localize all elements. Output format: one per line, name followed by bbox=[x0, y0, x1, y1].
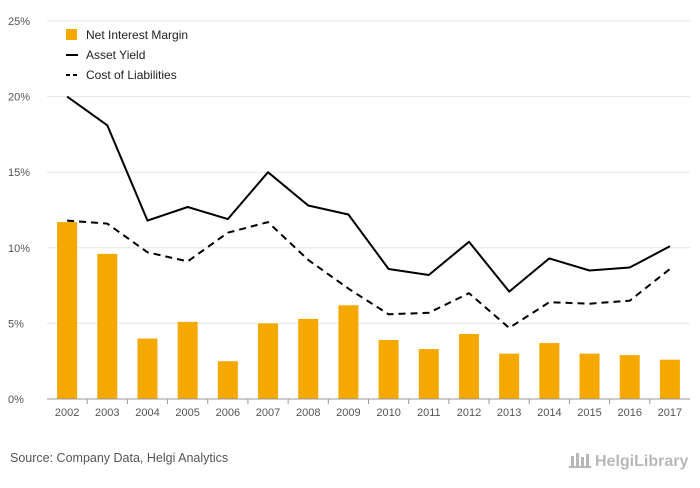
helgi-library-logo: HelgiLibrary bbox=[569, 453, 688, 470]
bar-net-interest-margin bbox=[499, 353, 520, 399]
x-tick-label: 2003 bbox=[95, 407, 119, 419]
x-tick-label: 2011 bbox=[417, 407, 441, 419]
y-tick-label: 5% bbox=[8, 318, 24, 330]
bar-net-interest-margin bbox=[418, 349, 439, 399]
x-tick-label: 2010 bbox=[376, 407, 400, 419]
x-tick-label: 2007 bbox=[256, 407, 280, 419]
legend-label-asset-yield: Asset Yield bbox=[86, 48, 145, 62]
x-tick-label: 2005 bbox=[175, 407, 199, 419]
bar-net-interest-margin bbox=[619, 355, 640, 399]
y-tick-label: 25% bbox=[8, 16, 30, 28]
logo-icon bbox=[569, 453, 591, 468]
y-tick-label: 0% bbox=[8, 394, 24, 406]
x-tick-label: 2009 bbox=[336, 407, 360, 419]
bar-net-interest-margin bbox=[338, 305, 359, 399]
bar-net-interest-margin bbox=[659, 359, 680, 399]
axes bbox=[47, 398, 690, 404]
y-tick-labels: 0% 5% 10% 15% 20% 25% bbox=[8, 16, 30, 406]
x-tick-label: 2012 bbox=[457, 407, 481, 419]
y-tick-label: 10% bbox=[8, 243, 30, 255]
x-tick-label: 2002 bbox=[55, 407, 79, 419]
x-tick-label: 2014 bbox=[537, 407, 561, 419]
legend-label-cost-of-liabilities: Cost of Liabilities bbox=[86, 68, 177, 82]
gridlines bbox=[47, 20, 690, 324]
bar-net-interest-margin bbox=[458, 333, 479, 399]
bar-net-interest-margin bbox=[57, 222, 78, 399]
bar-net-interest-margin bbox=[539, 343, 560, 399]
x-tick-label: 2016 bbox=[617, 407, 641, 419]
bar-net-interest-margin bbox=[579, 353, 600, 399]
bar-net-interest-margin bbox=[177, 321, 198, 399]
y-tick-label: 15% bbox=[8, 167, 30, 179]
legend-label-net-interest-margin: Net Interest Margin bbox=[86, 28, 188, 42]
x-tick-labels: 2002 2003 2004 2005 2006 2007 2008 2009 2010 2011… bbox=[55, 407, 682, 419]
bar-net-interest-margin bbox=[378, 340, 399, 399]
x-tick-label: 2004 bbox=[135, 407, 159, 419]
x-tick-label: 2015 bbox=[577, 407, 601, 419]
line-asset-yield bbox=[66, 95, 671, 293]
lines bbox=[66, 95, 671, 329]
bar-net-interest-margin bbox=[217, 361, 238, 399]
bar-net-interest-margin bbox=[258, 323, 279, 399]
logo-text: HelgiLibrary bbox=[595, 453, 688, 470]
bar-net-interest-margin bbox=[137, 338, 158, 399]
source-note: Source: Company Data, Helgi Analytics bbox=[10, 451, 228, 465]
x-tick-label: 2017 bbox=[658, 407, 682, 419]
bar-net-interest-margin bbox=[298, 318, 319, 399]
x-tick-label: 2008 bbox=[296, 407, 320, 419]
line-cost-of-liabilities bbox=[67, 219, 671, 329]
x-tick-label: 2006 bbox=[216, 407, 240, 419]
legend-swatch-net-interest-margin bbox=[66, 29, 77, 40]
x-tick-label: 2013 bbox=[497, 407, 521, 419]
bar-net-interest-margin bbox=[97, 253, 118, 399]
bars bbox=[57, 222, 680, 399]
legend: Net Interest Margin Asset Yield Cost of … bbox=[66, 28, 188, 82]
y-tick-label: 20% bbox=[8, 92, 30, 104]
